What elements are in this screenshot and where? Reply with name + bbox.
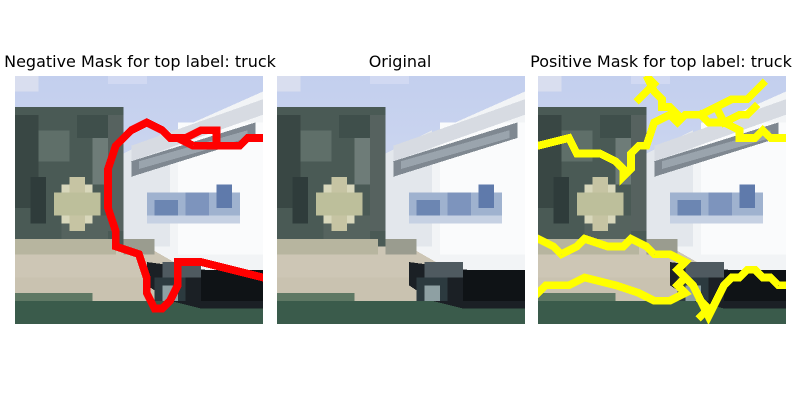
positive-mask-title: Positive Mask for top label: truck	[530, 52, 792, 71]
negative-mask-image	[15, 76, 263, 324]
negative-mask-title: Negative Mask for top label: truck	[4, 52, 276, 71]
negative-mask-outline	[104, 118, 263, 313]
positive-mask-image	[538, 76, 786, 324]
original-title: Original	[368, 52, 432, 71]
positive-mask-outline-bottom	[538, 234, 692, 305]
positive-mask-outline-top	[538, 78, 769, 187]
original-image	[277, 76, 525, 324]
